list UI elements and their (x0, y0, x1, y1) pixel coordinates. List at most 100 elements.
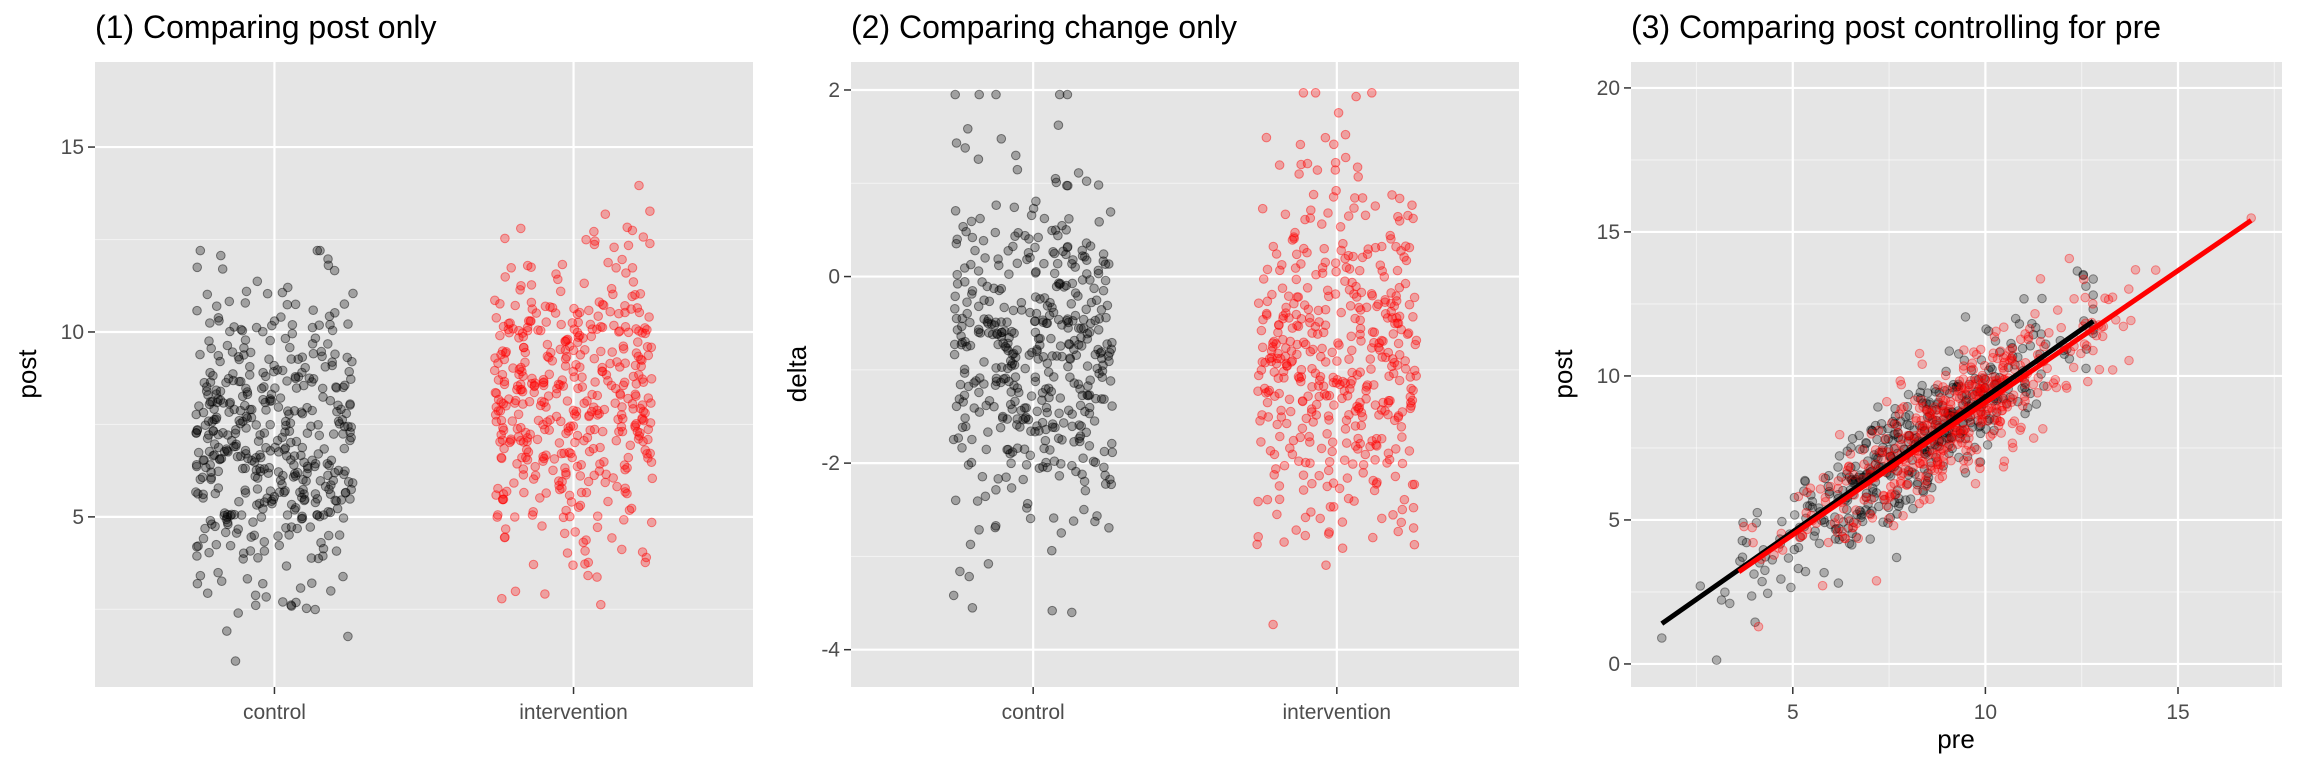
control-point (195, 570, 206, 581)
control-point (340, 488, 351, 498)
control-point (211, 301, 222, 312)
intervention-point (517, 328, 528, 338)
control-point (278, 597, 288, 607)
intervention-point (594, 408, 605, 419)
control-point (1062, 89, 1073, 100)
control-point (233, 524, 243, 535)
control-point (281, 561, 292, 571)
control-point (338, 429, 348, 439)
control-point (1010, 231, 1020, 241)
intervention-point (2007, 343, 2018, 354)
control-point (1097, 372, 1107, 383)
intervention-point (2009, 416, 2020, 426)
intervention-point (1288, 435, 1299, 446)
control-point (2031, 399, 2042, 409)
control-point (287, 328, 298, 339)
intervention-point (1971, 390, 1981, 401)
control-point (1012, 345, 1022, 355)
intervention-point (569, 324, 580, 335)
control-point (990, 522, 1001, 533)
intervention-point (1376, 335, 1387, 346)
control-point (1824, 486, 1834, 497)
control-point (1018, 474, 1029, 485)
intervention-point (1331, 185, 1341, 196)
control-point (1846, 474, 1857, 485)
control-point (345, 494, 355, 504)
intervention-point (1934, 473, 1944, 484)
control-point (1094, 368, 1104, 379)
intervention-point (2016, 422, 2026, 433)
intervention-point (1361, 382, 1372, 392)
control-point (989, 320, 1000, 331)
control-point (334, 530, 345, 540)
control-point (1746, 591, 1757, 601)
control-point (327, 325, 338, 336)
intervention-point (588, 443, 599, 454)
intervention-point (562, 396, 573, 406)
intervention-point (1949, 386, 1959, 396)
intervention-point (1988, 372, 1998, 382)
intervention-point (1376, 405, 1387, 415)
control-point (265, 486, 276, 496)
intervention-point (1997, 405, 2007, 416)
control-point (1085, 318, 1096, 329)
control-point (216, 576, 227, 587)
control-point (1105, 207, 1116, 217)
control-point (1959, 355, 1970, 366)
intervention-point (1391, 444, 1401, 454)
intervention-point (1293, 321, 1304, 332)
intervention-point (490, 410, 501, 420)
intervention-point (1995, 416, 2006, 427)
intervention-point (633, 434, 644, 444)
control-point (2078, 269, 2089, 280)
intervention-point (606, 380, 617, 391)
control-point (268, 494, 279, 505)
intervention-point (1303, 391, 1313, 402)
control-point (979, 295, 989, 306)
control-point (981, 444, 992, 455)
control-point (1009, 360, 1020, 370)
control-point (258, 578, 268, 589)
intervention-point (1409, 479, 1420, 490)
control-point (225, 397, 236, 408)
control-point (1067, 409, 1077, 419)
control-point (1056, 459, 1066, 469)
control-point (227, 435, 237, 446)
control-point (1064, 339, 1074, 349)
intervention-point (1255, 416, 1265, 426)
intervention-point (2056, 322, 2066, 333)
intervention-point (1386, 234, 1396, 244)
control-point (967, 232, 978, 243)
intervention-point (1258, 314, 1268, 325)
control-point (1890, 403, 1900, 414)
control-point (1930, 387, 1941, 397)
intervention-point (1371, 433, 1382, 444)
control-point (1825, 519, 1836, 530)
intervention-point (517, 386, 528, 397)
intervention-point (1865, 509, 1876, 520)
control-point (1000, 326, 1010, 336)
control-point (1003, 338, 1013, 349)
intervention-point (623, 240, 634, 251)
control-point (1922, 478, 1932, 489)
control-point (200, 523, 210, 534)
intervention-point (510, 395, 521, 406)
intervention-point (1884, 514, 1894, 524)
intervention-point (514, 364, 525, 375)
intervention-point (1316, 351, 1326, 362)
intervention-point (1753, 621, 1764, 632)
control-point (1023, 414, 1034, 425)
intervention-point (1371, 440, 1381, 450)
control-point (220, 527, 231, 538)
intervention-point (1405, 372, 1416, 382)
control-point (991, 521, 1001, 531)
control-point (1776, 574, 1786, 584)
panel-1-background (95, 62, 753, 687)
intervention-point (1285, 443, 1295, 454)
control-point (971, 376, 981, 386)
intervention-point (2006, 397, 2017, 408)
intervention-point (549, 454, 560, 464)
intervention-point (541, 450, 551, 461)
intervention-point (538, 456, 548, 467)
control-point (231, 425, 241, 435)
